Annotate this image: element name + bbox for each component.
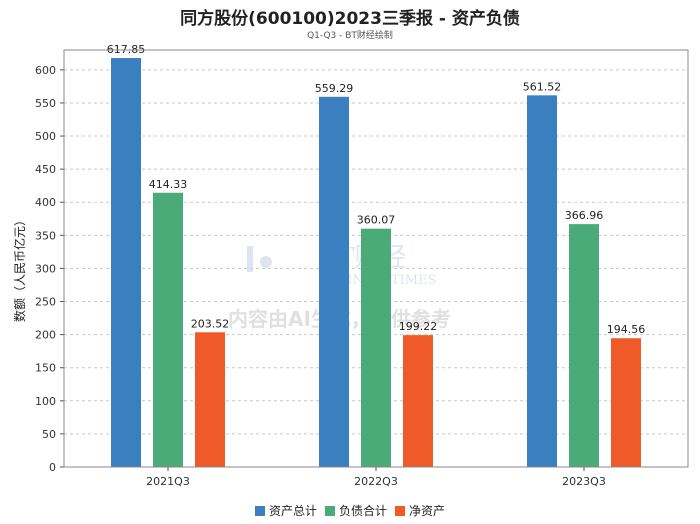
data-label: 559.29 [315, 82, 354, 95]
legend-label: 负债合计 [338, 504, 387, 518]
watermark-logo-dot [260, 256, 272, 268]
y-tick-label: 300 [35, 262, 56, 275]
watermark-logo-mark [247, 246, 253, 272]
bar [319, 96, 349, 467]
y-tick-label: 500 [35, 130, 56, 143]
legend-swatch [395, 505, 405, 516]
data-label: 561.52 [523, 80, 562, 93]
x-tick-label: 2021Q3 [146, 475, 190, 488]
chart-title: 同方股份(600100)2023三季报 - 资产负债 [180, 9, 520, 29]
y-tick-label: 50 [42, 428, 56, 441]
value-labels: 617.85414.33203.52559.29360.07199.22561.… [107, 43, 646, 336]
axes: 0 50 100 150 200 250 300 350 400 450 500 550 600 2021… [35, 49, 689, 488]
y-tick-label: 100 [35, 395, 56, 408]
y-tick-label: 200 [35, 329, 56, 342]
bar [361, 228, 391, 467]
y-tick-label: 550 [35, 97, 56, 110]
bar [611, 338, 641, 467]
chart-subtitle: Q1-Q3 - BT财经绘制 [307, 31, 393, 41]
bar-chart: BT财经 BUSINESSTIMES 内容由AI生成，仅供参考 617.8541… [12, 43, 689, 488]
y-tick-label: 600 [35, 64, 56, 77]
y-tick-label: 250 [35, 296, 56, 309]
y-tick-label: 150 [35, 362, 56, 375]
bar [527, 95, 557, 467]
y-tick-label: 400 [35, 196, 56, 209]
data-label: 194.56 [607, 323, 646, 336]
y-tick-label: 450 [35, 163, 56, 176]
x-tick-label: 2023Q3 [562, 475, 606, 488]
legend-item[interactable]: 资产总计 [254, 502, 317, 519]
legend-label: 净资产 [409, 504, 446, 518]
data-label: 203.52 [191, 317, 230, 330]
y-tick-label: 0 [49, 461, 56, 474]
data-label: 199.22 [399, 320, 438, 333]
bar [153, 192, 183, 468]
legend-item[interactable]: 负债合计 [324, 502, 387, 519]
legend-label: 资产总计 [268, 504, 317, 518]
bar [403, 335, 433, 467]
data-label: 414.33 [149, 178, 188, 191]
data-label: 360.07 [357, 214, 396, 227]
legend-item[interactable]: 净资产 [395, 502, 445, 519]
x-tick-label: 2022Q3 [354, 475, 398, 488]
legend-swatch [324, 505, 335, 516]
y-axis-label: 数额（人民币亿元） [12, 214, 27, 322]
bar [111, 58, 141, 467]
legend: 资产总计 负债合计 净资产 [0, 502, 700, 519]
data-label: 366.96 [565, 209, 604, 222]
bars [111, 58, 641, 468]
legend-swatch [254, 505, 265, 516]
y-tick-label: 350 [35, 229, 56, 242]
bar [569, 224, 599, 467]
bar [195, 332, 225, 467]
